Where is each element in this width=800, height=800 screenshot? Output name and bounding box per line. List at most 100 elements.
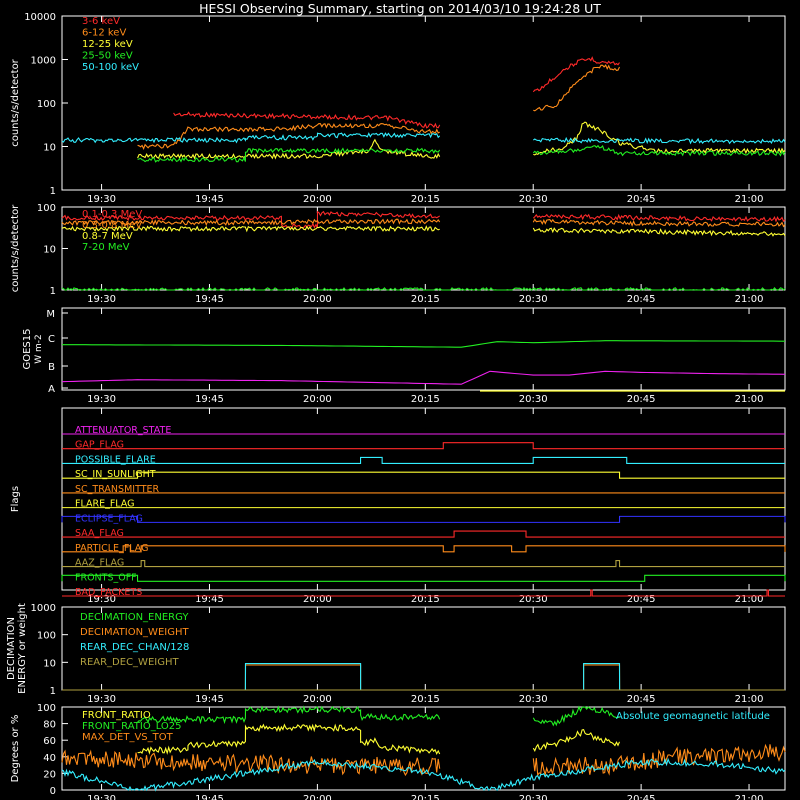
chart-title: HESSI Observing Summary, starting on 201… xyxy=(199,1,601,16)
legend-entry: MAX_DET_VS_TOT xyxy=(82,732,174,743)
series-absolute-geomagnetic-latitude xyxy=(61,757,786,792)
y-tick-label: 100 xyxy=(37,203,56,214)
y-tick-label: 10000 xyxy=(24,12,56,23)
y-tick-label: 1 xyxy=(50,286,56,297)
legend-entry: 12-25 keV xyxy=(82,39,133,50)
flag-label: ECLIPSE_FLAG xyxy=(75,513,143,524)
y-tick-label: A xyxy=(48,384,55,395)
flag-label: SC_IN_SUNLIGHT xyxy=(75,469,156,480)
y-tick-label: 60 xyxy=(43,736,56,747)
time-tick-label: 19:30 xyxy=(87,594,116,605)
y-tick-label: B xyxy=(48,362,55,373)
series-50-100-kev xyxy=(61,132,786,145)
flag-label: FRONTS_OFF xyxy=(75,572,137,583)
legend-entry: 0.3-0.8 MeV xyxy=(82,220,142,231)
time-tick-label: 20:45 xyxy=(627,294,656,305)
legend-entry: REAR_DEC_WEIGHT xyxy=(80,657,179,668)
legend-entry: 7-20 MeV xyxy=(82,242,130,253)
time-tick-label: 20:45 xyxy=(627,594,656,605)
time-tick-label: 19:45 xyxy=(195,694,224,705)
legend-entry: 3-6 keV xyxy=(82,16,120,27)
time-tick-label: 20:15 xyxy=(411,594,440,605)
flag-label: POSSIBLE_FLARE xyxy=(75,454,156,465)
y-axis-label: GOES15 xyxy=(22,328,33,369)
time-tick-label: 19:30 xyxy=(87,294,116,305)
legend-entry: 0.8-7 MeV xyxy=(82,231,133,242)
legend-entry: 50-100 keV xyxy=(82,62,139,73)
series-0-5-4-a xyxy=(61,370,786,385)
series-12-25-kev xyxy=(137,121,786,160)
legend-entry: 0.1-0.3 MeV xyxy=(82,209,142,220)
series-6-12-kev xyxy=(137,64,620,150)
panel-high-energy: 19:30 19:45 20:00 20:15 20:30 20:45 21:00 count… xyxy=(10,203,786,305)
y-tick-label: 10 xyxy=(43,143,56,154)
time-tick-label: 20:45 xyxy=(627,394,656,405)
series-0-1-0-3-mev xyxy=(61,210,786,229)
time-tick-label: 19:30 xyxy=(87,194,116,205)
y-tick-label: 80 xyxy=(43,720,56,731)
time-tick-label: 19:30 xyxy=(87,794,116,800)
flag-label: ATTENUATOR_STATE xyxy=(75,425,171,436)
time-tick-label: 21:00 xyxy=(735,694,764,705)
y-tick-label: 1 xyxy=(50,186,56,197)
time-tick-label: 20:30 xyxy=(519,394,548,405)
y-tick-label: 1000 xyxy=(31,603,56,614)
time-tick-label: 20:00 xyxy=(303,594,332,605)
panel-ratios: 19:30 19:45 20:00 20:15 20:30 20:45 21:00 Degre… xyxy=(10,703,786,800)
time-tick-label: 20:30 xyxy=(519,194,548,205)
panel-flags: 19:30 19:45 20:00 20:15 20:30 20:45 21:00 Flags… xyxy=(10,407,786,605)
y-axis-label-line1: DECIMATION xyxy=(6,617,17,680)
plot-frame xyxy=(61,706,786,791)
time-tick-label: 19:45 xyxy=(195,394,224,405)
flag-fronts-off xyxy=(61,574,786,582)
legend-entry: DECIMATION_WEIGHT xyxy=(80,627,189,638)
flag-possible-flare xyxy=(62,456,785,465)
y-tick-label: 10 xyxy=(43,245,56,256)
series-front-ratio xyxy=(137,723,621,755)
legend-entry: 25-50 keV xyxy=(82,51,133,62)
time-tick-label: 21:00 xyxy=(735,394,764,405)
plot-frame xyxy=(61,15,786,191)
time-tick-label: 19:45 xyxy=(195,194,224,205)
y-tick-label: 100 xyxy=(37,99,56,110)
legend-entry: DECIMATION_ENERGY xyxy=(80,612,189,623)
series-25-50-kev xyxy=(137,144,786,163)
time-tick-label: 20:00 xyxy=(303,194,332,205)
series-0-8-7-mev xyxy=(61,225,786,237)
series-7-20-mev xyxy=(61,286,786,291)
series-decimation-weight xyxy=(62,664,785,691)
time-tick-label: 20:00 xyxy=(303,694,332,705)
panel-low-energy: 19:30 19:45 20:00 20:15 20:30 20:45 21:00 count… xyxy=(10,12,786,205)
time-tick-label: 19:45 xyxy=(195,594,224,605)
time-tick-label: 20:45 xyxy=(627,694,656,705)
y-axis-label: counts/s/detector xyxy=(10,58,21,146)
time-tick-label: 21:00 xyxy=(735,794,764,800)
flag-aaz-flag xyxy=(62,559,785,568)
y-axis-label-line2: ENERGY or weight xyxy=(17,603,28,694)
plot-frame xyxy=(61,407,786,591)
y-axis-label: Degrees or % xyxy=(10,715,21,783)
y-tick-label: 40 xyxy=(43,753,56,764)
series-3-6-kev xyxy=(173,56,620,129)
y-axis-label: Flags xyxy=(10,486,21,512)
time-tick-label: 19:30 xyxy=(87,394,116,405)
legend-entry: Absolute geomagnetic latitude xyxy=(616,711,770,722)
legend-entry: 6-12 keV xyxy=(82,28,126,39)
time-tick-label: 20:15 xyxy=(411,194,440,205)
flag-particle-flag xyxy=(62,545,786,553)
legend-entry: FRONT_RATIO xyxy=(82,710,151,721)
time-tick-label: 20:00 xyxy=(303,794,332,800)
legend-entry: REAR_DEC_CHAN/128 xyxy=(80,642,189,653)
time-tick-label: 20:15 xyxy=(411,694,440,705)
time-tick-label: 20:30 xyxy=(519,794,548,800)
flag-saa-flag xyxy=(62,530,785,538)
time-tick-label: 20:30 xyxy=(519,594,548,605)
time-tick-label: 21:00 xyxy=(735,194,764,205)
time-tick-label: 20:15 xyxy=(411,794,440,800)
panel-goes: 19:30 19:45 20:00 20:15 20:30 20:45 21:00 GOES1… xyxy=(22,307,786,405)
time-tick-label: 20:00 xyxy=(303,394,332,405)
panels: 19:30 19:45 20:00 20:15 20:30 20:45 21:00 count… xyxy=(6,12,786,800)
flag-label: GAP_FLAG xyxy=(75,440,124,451)
y-tick-label: M xyxy=(46,309,55,320)
